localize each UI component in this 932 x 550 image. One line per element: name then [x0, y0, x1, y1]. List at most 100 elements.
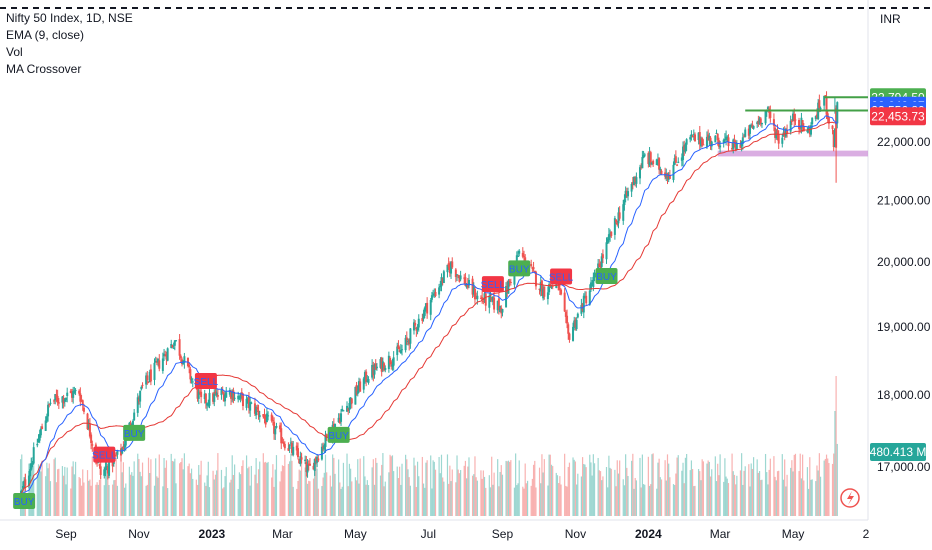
volume-bar: [247, 468, 249, 516]
volume-bar: [538, 467, 541, 516]
volume-bar: [524, 463, 526, 516]
volume-bar: [648, 485, 651, 516]
candle-body: [30, 463, 33, 470]
volume-bar: [589, 454, 591, 516]
candle-body: [836, 102, 839, 124]
volume-bar: [321, 486, 323, 516]
candle-body: [307, 463, 310, 466]
lightning-icon-bolt: [847, 491, 854, 505]
legend-ema[interactable]: EMA (9, close): [6, 28, 85, 42]
candle-body: [573, 320, 576, 328]
volume-bar: [86, 470, 89, 516]
volume-bar: [556, 475, 559, 516]
price-tick-label: 22,000.00: [877, 135, 931, 149]
volume-bar: [322, 477, 324, 516]
candle-body: [340, 413, 343, 422]
volume-bar: [500, 465, 502, 516]
volume-bar: [449, 465, 451, 516]
candle-body: [582, 295, 585, 313]
candle-body: [659, 168, 662, 171]
volume-bar: [682, 462, 684, 516]
volume-bar: [532, 464, 535, 516]
volume-bar: [354, 477, 356, 516]
volume-bar: [786, 474, 788, 516]
volume-bar: [474, 456, 476, 516]
legend-ma-crossover[interactable]: MA Crossover: [6, 62, 82, 76]
volume-bar: [409, 485, 411, 516]
volume-bar: [357, 459, 359, 516]
candle-body: [709, 137, 712, 144]
volume-bar: [799, 453, 801, 516]
currency-label[interactable]: INR: [880, 12, 901, 26]
legend-vol[interactable]: Vol: [6, 45, 23, 59]
candle-body: [615, 219, 618, 223]
volume-bar: [581, 457, 584, 516]
candle-body: [103, 469, 106, 476]
volume-bar: [802, 454, 804, 516]
candle-body: [668, 175, 671, 179]
volume-bar: [744, 466, 746, 516]
volume-bar: [719, 454, 721, 516]
price-tick-label: 19,000.00: [877, 320, 931, 334]
volume-bar: [245, 455, 248, 516]
volume-bar: [155, 458, 157, 516]
volume-bar: [241, 465, 243, 516]
volume-bar: [255, 458, 257, 516]
candle-body: [667, 176, 670, 180]
volume-bar: [559, 476, 561, 516]
candle-body: [245, 398, 248, 408]
volume-bar: [748, 464, 750, 516]
candle-body: [296, 448, 299, 458]
candle-body: [710, 141, 713, 147]
volume-bar: [204, 482, 206, 516]
candle-body: [786, 129, 789, 134]
candle-body: [548, 284, 551, 293]
volume-bar: [145, 485, 147, 516]
candle-body: [163, 353, 166, 357]
volume-bar: [540, 483, 542, 516]
volume-bar: [73, 474, 75, 516]
sell-signal-label: SELL: [481, 280, 506, 291]
candle-body: [757, 121, 760, 124]
volume-bar: [432, 460, 434, 516]
candle-body: [833, 128, 836, 148]
volume-bar: [238, 472, 240, 516]
candle-body: [715, 132, 718, 135]
volume-bar: [616, 460, 618, 516]
volume-bar: [510, 460, 512, 516]
volume-bar: [735, 484, 737, 516]
candle-body: [660, 170, 663, 175]
candle-body: [123, 443, 126, 448]
volume-bar: [249, 485, 251, 516]
volume-bar: [463, 465, 465, 516]
volume-bar: [390, 456, 392, 516]
volume-bar: [315, 456, 317, 516]
buy-signal-label: BUY: [509, 264, 530, 275]
volume-bar: [517, 483, 519, 516]
candle-body: [647, 153, 650, 164]
candle-body: [57, 402, 60, 404]
volume-bar: [591, 475, 593, 516]
candle-body: [54, 394, 57, 401]
volume-bar: [760, 480, 762, 516]
candle-body: [148, 371, 151, 383]
candle-body: [98, 464, 101, 466]
candle-body: [23, 480, 26, 488]
candle-body: [432, 293, 435, 295]
time-tick-label: Nov: [128, 527, 149, 541]
candle-body: [476, 295, 479, 300]
candle-body: [137, 399, 140, 402]
volume-bar: [284, 454, 286, 516]
candle-body: [90, 434, 93, 444]
candle-body: [491, 296, 494, 302]
candle-body: [766, 107, 769, 110]
legend-symbol[interactable]: Nifty 50 Index, 1D, NSE: [6, 11, 133, 25]
candle-body: [760, 122, 763, 125]
sell-signal-box: [93, 446, 116, 463]
volume-bar: [120, 460, 122, 516]
candle-body: [27, 475, 30, 486]
candle-body: [228, 389, 231, 395]
volume-bar: [259, 461, 261, 516]
